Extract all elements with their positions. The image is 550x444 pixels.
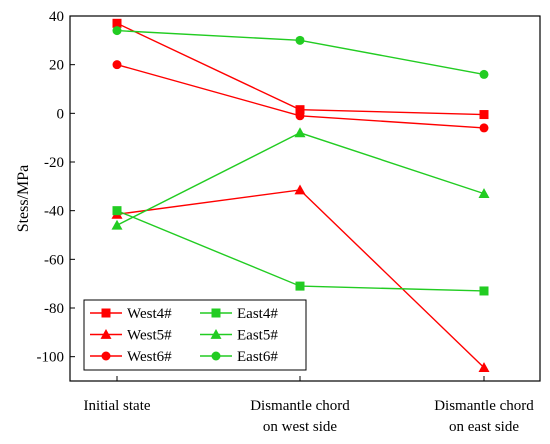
legend-item: West6# <box>90 349 172 365</box>
legend-swatch-marker <box>211 351 221 361</box>
data-point <box>295 105 305 115</box>
series-east4 <box>112 206 489 296</box>
series-layer <box>111 18 490 373</box>
legend-item: East5# <box>200 328 278 344</box>
legend-swatch-marker <box>211 308 221 318</box>
legend-swatch-marker <box>210 329 222 339</box>
x-tick-label: on east side <box>449 419 519 435</box>
legend-label: West5# <box>127 328 172 344</box>
y-tick-label: -20 <box>44 155 64 171</box>
legend-item: East4# <box>200 306 278 322</box>
data-point <box>479 69 489 79</box>
y-tick-label: 0 <box>57 106 65 122</box>
data-point <box>294 127 306 138</box>
legend-swatch-marker <box>101 308 111 318</box>
data-point <box>478 188 490 199</box>
series-line <box>116 210 485 292</box>
y-tick-label: -80 <box>44 301 64 317</box>
data-point <box>478 362 490 373</box>
data-point <box>294 184 306 195</box>
series-line <box>116 132 485 226</box>
data-point <box>295 111 305 121</box>
legend-item: East6# <box>200 349 278 365</box>
legend-label: West4# <box>127 306 172 322</box>
data-point <box>112 18 122 28</box>
plot-frame <box>69 15 541 382</box>
y-tick-label: 20 <box>49 58 64 74</box>
x-tick-label: Initial state <box>83 398 150 414</box>
y-tick-label: -100 <box>37 350 65 366</box>
data-point <box>479 110 489 120</box>
data-point <box>479 286 489 296</box>
series-east5 <box>111 127 490 230</box>
y-tick-label: 40 <box>49 9 64 25</box>
series-west4 <box>112 18 489 120</box>
legend: West4# West5# West6# East4# East5# East6# <box>83 299 307 371</box>
y-axis-title: Stess/MPa <box>15 165 32 233</box>
data-point <box>479 123 489 133</box>
y-tick-label: -40 <box>44 204 64 220</box>
x-tick-label: Dismantle chord <box>250 398 350 414</box>
legend-label: East4# <box>237 306 278 322</box>
data-point <box>112 206 122 216</box>
data-point <box>295 281 305 291</box>
legend-item: West5# <box>90 328 172 344</box>
series-west6 <box>112 60 489 133</box>
legend-swatch-marker <box>101 351 111 361</box>
legend-label: East6# <box>237 349 278 365</box>
data-point <box>295 35 305 45</box>
legend-item: West4# <box>90 306 172 322</box>
x-tick-label: Dismantle chord <box>434 398 534 414</box>
y-tick-label: -60 <box>44 252 64 268</box>
legend-swatch-marker <box>100 329 112 339</box>
legend-label: East5# <box>237 328 278 344</box>
data-point <box>112 26 122 36</box>
series-east6 <box>112 26 489 79</box>
data-point <box>112 60 122 70</box>
axes-layer: 40 20 0 -20 -40 -60 -80 -100 Initial state Disman… <box>15 9 541 435</box>
data-point <box>111 219 123 230</box>
x-tick-label: on west side <box>263 419 338 435</box>
legend-label: West6# <box>127 349 172 365</box>
